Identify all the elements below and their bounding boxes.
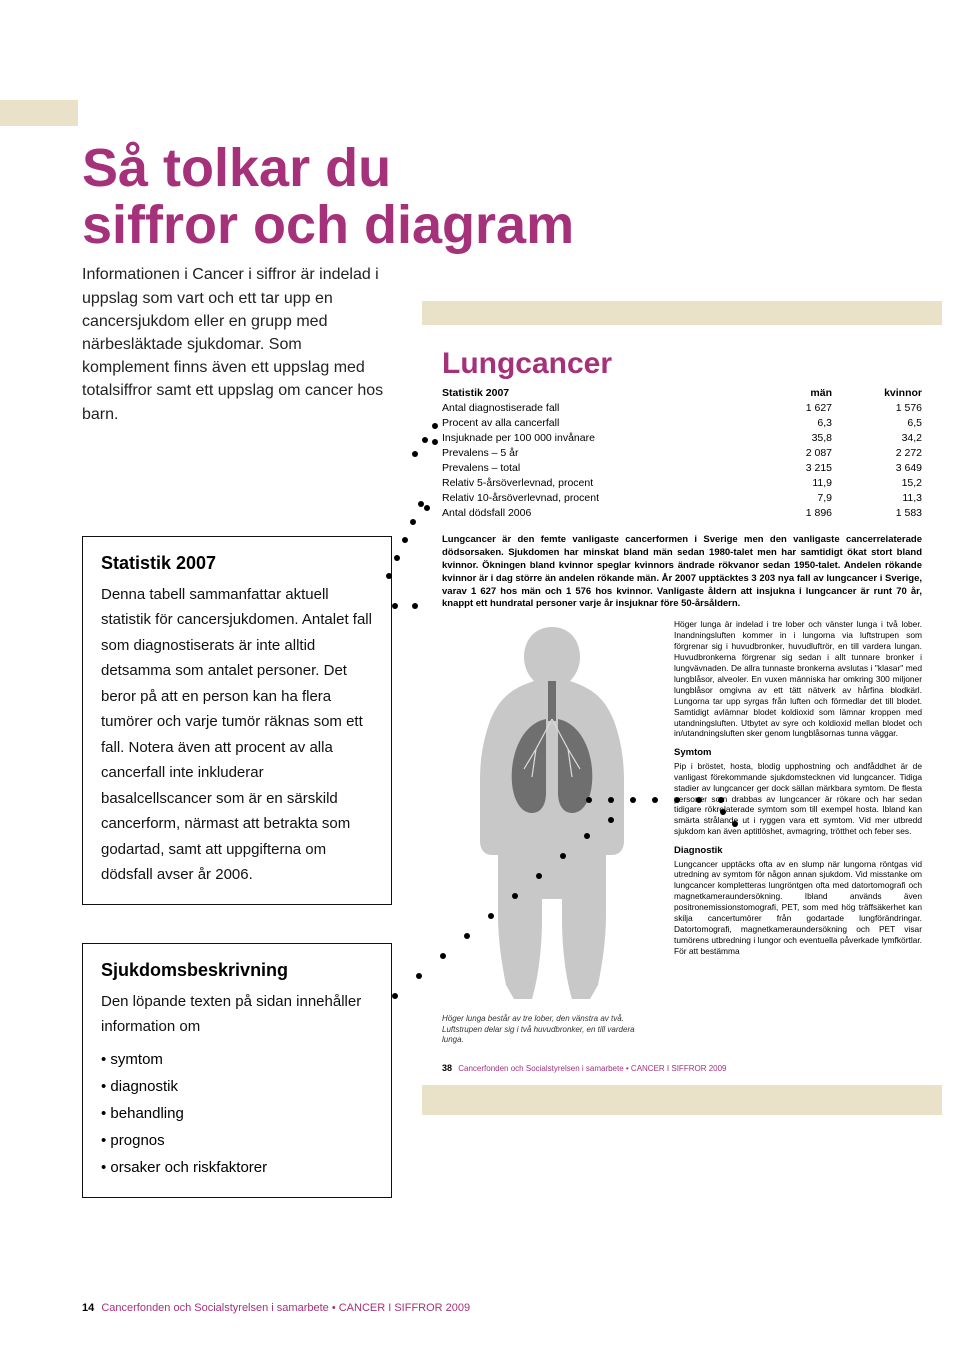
anatomy-figure: Höger lunga består av tre lober, den vän… <box>442 619 662 1045</box>
snapshot-inner: Lungcancer Statistik 2007 män kvinnor An… <box>422 325 942 1085</box>
snapshot-title: Lungcancer <box>422 325 942 381</box>
statistics-card: Statistik 2007 Denna tabell sammanfattar… <box>82 536 392 905</box>
page-content: Så tolkar du siffror och diagram Informa… <box>82 140 902 1236</box>
body-silhouette-icon <box>442 619 662 999</box>
corner-tab <box>0 100 78 126</box>
table-row: Antal dödsfall 20061 8961 583 <box>442 505 922 520</box>
table-row: Prevalens – 5 år2 0872 272 <box>442 445 922 460</box>
table-row: Procent av alla cancerfall6,36,5 <box>442 415 922 430</box>
page-title: Så tolkar du siffror och diagram <box>82 140 902 253</box>
statistics-card-body: Denna tabell sammanfattar aktuell statis… <box>101 582 373 888</box>
table-header: kvinnor <box>832 385 922 400</box>
snapshot-text-column: Höger lunga är indelad i tre lober och v… <box>674 619 922 1045</box>
list-item: diagnostik <box>101 1073 373 1100</box>
page-footer-text: Cancerfonden och Socialstyrelsen i samar… <box>101 1302 470 1314</box>
snapshot-footer: 38 Cancerfonden och Socialstyrelsen i sa… <box>422 1055 942 1085</box>
statistics-card-heading: Statistik 2007 <box>101 553 373 574</box>
table-header-row: Statistik 2007 män kvinnor <box>442 385 922 400</box>
list-item: prognos <box>101 1127 373 1154</box>
left-column: Informationen i Cancer i siffror är inde… <box>82 263 392 1235</box>
description-card-lead: Den löpande texten på sidan innehåller i… <box>101 989 373 1040</box>
list-item: symtom <box>101 1046 373 1073</box>
table-row: Relativ 10-årsöverlevnad, procent7,911,3 <box>442 490 922 505</box>
statistics-table: Statistik 2007 män kvinnor Antal diagnos… <box>442 385 922 520</box>
right-column: Lungcancer Statistik 2007 män kvinnor An… <box>422 263 942 1235</box>
list-item: orsaker och riskfaktorer <box>101 1154 373 1181</box>
example-page-snapshot: Lungcancer Statistik 2007 män kvinnor An… <box>422 301 942 1115</box>
page-footer: 14 Cancerfonden och Socialstyrelsen i sa… <box>82 1302 470 1314</box>
snapshot-lead-paragraph: Lungcancer är den femte vanligaste cance… <box>422 534 942 619</box>
table-row: Relativ 5-årsöverlevnad, procent11,915,2 <box>442 475 922 490</box>
symptom-heading: Symtom <box>674 747 922 759</box>
table-row: Prevalens – total3 2153 649 <box>442 460 922 475</box>
columns: Informationen i Cancer i siffror är inde… <box>82 263 902 1235</box>
intro-text: Informationen i Cancer i siffror är inde… <box>82 263 392 425</box>
symptom-text: Pip i bröstet, hosta, blodig upphostning… <box>674 761 922 837</box>
snapshot-footer-text: Cancerfonden och Socialstyrelsen i samar… <box>458 1064 726 1073</box>
anatomy-text: Höger lunga är indelad i tre lober och v… <box>674 619 922 739</box>
figure-caption: Höger lunga består av tre lober, den vän… <box>442 1014 662 1045</box>
description-card-heading: Sjukdomsbeskrivning <box>101 960 373 981</box>
snapshot-body: Höger lunga består av tre lober, den vän… <box>422 619 942 1055</box>
table-row: Antal diagnostiserade fall1 6271 576 <box>442 400 922 415</box>
page-number: 14 <box>82 1302 94 1314</box>
title-line-1: Så tolkar du <box>82 138 391 198</box>
table-header: män <box>742 385 832 400</box>
table-header: Statistik 2007 <box>442 385 742 400</box>
description-list: symtom diagnostik behandling prognos ors… <box>101 1046 373 1181</box>
table-row: Insjuknade per 100 000 invånare35,834,2 <box>442 430 922 445</box>
diagnostics-heading: Diagnostik <box>674 845 922 857</box>
snapshot-page-number: 38 <box>442 1063 452 1073</box>
diagnostics-text: Lungcancer upptäcks ofta av en slump när… <box>674 859 922 957</box>
list-item: behandling <box>101 1100 373 1127</box>
description-card: Sjukdomsbeskrivning Den löpande texten p… <box>82 943 392 1198</box>
title-line-2: siffror och diagram <box>82 195 574 255</box>
